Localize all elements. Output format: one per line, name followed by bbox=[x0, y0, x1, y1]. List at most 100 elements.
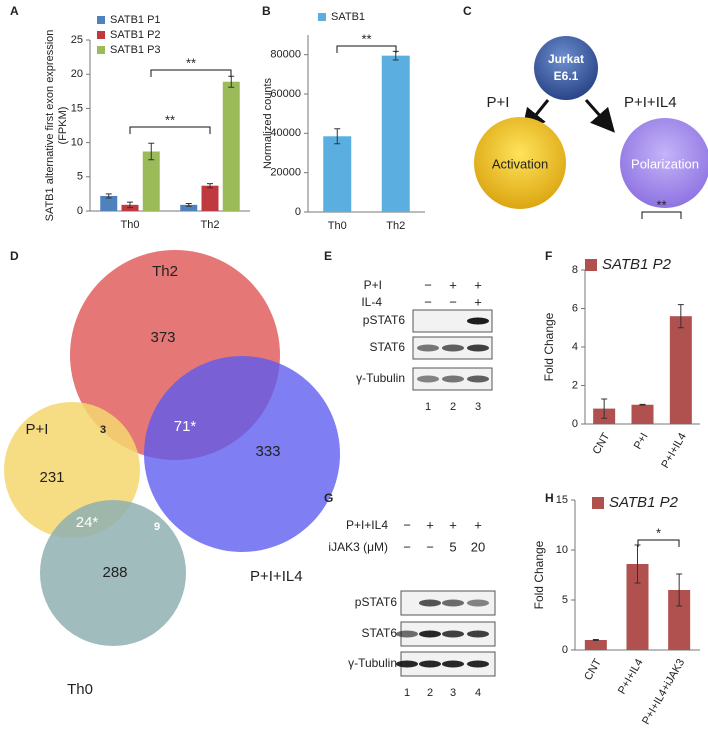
condition-mark: − bbox=[403, 517, 411, 532]
count: 3 bbox=[100, 424, 106, 436]
count: 24* bbox=[76, 514, 99, 531]
row-label: pSTAT6 bbox=[363, 313, 406, 327]
row-label: STAT6 bbox=[361, 626, 397, 640]
panel-letter: H bbox=[545, 491, 554, 505]
blot-band bbox=[442, 375, 464, 383]
bar bbox=[584, 640, 607, 650]
error-bar bbox=[334, 128, 341, 145]
panel-letter: E bbox=[324, 249, 332, 263]
y-tick-label: 40000 bbox=[270, 127, 301, 139]
lane-number: 2 bbox=[427, 687, 433, 699]
set-label: P+I bbox=[26, 421, 49, 438]
bar bbox=[668, 590, 691, 650]
x-tick-label: Th0 bbox=[121, 219, 140, 231]
legend-swatch bbox=[592, 497, 604, 509]
x-tick-label: Th0 bbox=[328, 220, 347, 232]
lane-number: 3 bbox=[475, 401, 481, 413]
y-tick-label: 5 bbox=[562, 594, 568, 606]
count: 71* bbox=[174, 418, 197, 435]
y-axis-label: Normalized counts bbox=[262, 77, 274, 169]
condition-mark: + bbox=[426, 517, 434, 532]
condition-mark: 5 bbox=[449, 539, 456, 554]
blot-band bbox=[442, 599, 464, 607]
error-bar bbox=[677, 304, 684, 329]
blot-band bbox=[467, 630, 489, 638]
lane-number: 4 bbox=[475, 687, 481, 699]
error-bar bbox=[105, 193, 112, 199]
condition-label: P+I bbox=[364, 278, 382, 292]
error-bar bbox=[127, 201, 133, 209]
lane-number: 1 bbox=[404, 687, 410, 699]
bar bbox=[142, 151, 160, 211]
panel-letter: D bbox=[10, 249, 19, 263]
y-tick-label: 0 bbox=[77, 205, 83, 217]
count: 333 bbox=[255, 443, 280, 460]
blot-band bbox=[396, 660, 418, 668]
y-tick-label: 20000 bbox=[270, 167, 301, 179]
node-label: Activation bbox=[492, 156, 548, 171]
panel-letter: F bbox=[545, 249, 552, 263]
condition-mark: 20 bbox=[471, 539, 485, 554]
panel-letter: G bbox=[324, 491, 333, 505]
blot-frame bbox=[412, 309, 493, 333]
blot-band bbox=[419, 599, 441, 607]
bar bbox=[180, 204, 198, 211]
legend-swatch bbox=[97, 16, 105, 24]
y-axis-label: Fold Change bbox=[542, 312, 556, 381]
y-tick-label: 10 bbox=[556, 544, 568, 556]
bar bbox=[626, 564, 649, 650]
condition-mark: + bbox=[449, 277, 457, 292]
blot-band bbox=[419, 630, 441, 638]
condition-mark: − bbox=[449, 294, 457, 309]
count: 231 bbox=[39, 469, 64, 486]
condition-label: P+I+IL4 bbox=[346, 518, 388, 532]
row-label: STAT6 bbox=[369, 340, 405, 354]
set-label: Th0 bbox=[67, 681, 93, 698]
error-bar bbox=[148, 142, 155, 161]
arrow-label: P+I bbox=[487, 94, 510, 111]
condition-mark: + bbox=[474, 517, 482, 532]
y-tick-label: 60000 bbox=[270, 88, 301, 100]
set-label: P+I+IL4 bbox=[250, 568, 303, 585]
y-axis-label: (FPKM) bbox=[57, 107, 69, 145]
panel-letter: B bbox=[262, 4, 271, 18]
legend-swatch bbox=[585, 259, 597, 271]
blot-band bbox=[442, 660, 464, 668]
bar bbox=[222, 81, 240, 211]
y-tick-label: 0 bbox=[572, 418, 578, 430]
y-tick-label: 4 bbox=[572, 341, 578, 353]
count: 288 bbox=[102, 564, 127, 581]
bar bbox=[100, 195, 118, 211]
blot-band bbox=[467, 660, 489, 668]
blot-band bbox=[419, 660, 441, 668]
count: 373 bbox=[150, 329, 175, 346]
row-label: γ-Tubulin bbox=[348, 656, 397, 670]
significance-label: ** bbox=[361, 31, 371, 46]
polarization-node bbox=[620, 118, 708, 208]
condition-label: IL-4 bbox=[361, 295, 382, 309]
blot-band bbox=[442, 344, 464, 352]
bar bbox=[323, 136, 352, 212]
legend-swatch bbox=[97, 46, 105, 54]
blot-band bbox=[396, 630, 418, 638]
significance-label: ** bbox=[165, 112, 175, 127]
condition-mark: − bbox=[426, 539, 434, 554]
activation-node bbox=[474, 117, 566, 209]
error-bar bbox=[601, 398, 608, 419]
condition-mark: + bbox=[474, 294, 482, 309]
x-tick-label: P+I+IL4 bbox=[659, 431, 689, 470]
condition-mark: − bbox=[403, 539, 411, 554]
legend-label: SATB1 P3 bbox=[110, 44, 161, 56]
root-label: E6.1 bbox=[554, 69, 579, 83]
arrow-label: P+I+IL4 bbox=[624, 94, 677, 111]
y-axis-label: Fold Change bbox=[532, 540, 546, 609]
lane-number: 2 bbox=[450, 401, 456, 413]
count: 9 bbox=[154, 521, 160, 533]
row-label: pSTAT6 bbox=[355, 595, 398, 609]
blot-band bbox=[417, 344, 439, 352]
significance-label: * bbox=[656, 525, 661, 540]
legend-label: SATB1 P2 bbox=[609, 494, 679, 511]
set-label: Th2 bbox=[152, 263, 178, 280]
legend-swatch bbox=[318, 13, 326, 21]
